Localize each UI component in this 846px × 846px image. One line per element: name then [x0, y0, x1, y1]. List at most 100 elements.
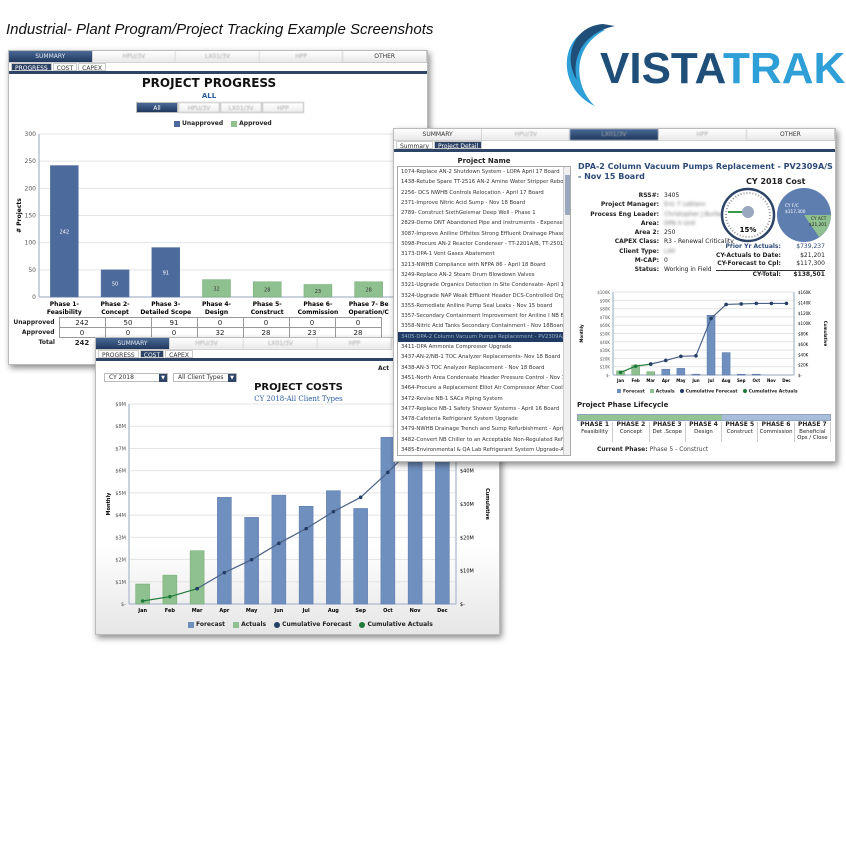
project-list-item[interactable]: 2829-Demo DNT Abandoned Pipe and Instrum… [401, 220, 570, 227]
filter-hpu[interactable]: HPU/3V [178, 102, 220, 113]
tab-lx01[interactable]: LX01/3V [570, 129, 659, 140]
field-label: Project Manager: [600, 201, 659, 209]
scrollbar[interactable] [563, 167, 570, 455]
top-tabs: SUMMARY HPU/3V LX01/3V HPP OTHER [9, 51, 427, 63]
project-list-item[interactable]: 3405-DPA-2 Column Vacuum Pumps Replaceme… [398, 331, 570, 343]
project-list-item[interactable]: 3321-Upgrade Organics Detection in Site … [401, 282, 570, 289]
table-cell: 32 [196, 327, 244, 338]
lifecycle-progress-fill [578, 415, 722, 420]
bar-forecast [691, 373, 701, 376]
year-select[interactable]: CY 2018 ▼ [104, 373, 168, 382]
y-tick-label: $7M [115, 446, 126, 452]
field-value: DPA II Unit [664, 219, 696, 227]
bar-approved [202, 279, 231, 298]
field-value: LXII [664, 247, 675, 255]
project-list[interactable]: 1074-Replace AN-2 Shutdown System - LOPA… [397, 166, 571, 456]
project-list-item[interactable]: 3479-NWHB Drainage Trench and Sump Refur… [401, 426, 570, 433]
point-cumulative-forecast [694, 354, 698, 358]
point-cumulative-forecast [739, 302, 744, 306]
x-tick-label: Phase 7- Be [349, 301, 389, 308]
project-detail-panel: SUMMARY HPU/3V LX01/3V HPP OTHER Summary… [393, 128, 836, 462]
project-list-item[interactable]: 1074-Replace AN-2 Shutdown System - LOPA… [401, 169, 560, 175]
tab-hpp[interactable]: HPP [318, 338, 392, 349]
phase-item: PHASE 4 Design [686, 421, 723, 442]
project-list-item[interactable]: 2371-Improve Nitric Acid Sump - Nov 18 B… [401, 199, 526, 206]
project-list-item[interactable]: 3411-DPA Ammonia Compressor Upgrade [401, 344, 512, 351]
project-list-item[interactable]: 3477-Replace NB-1 Safety Shower Systems … [401, 405, 560, 412]
y2-tick-label: $120K [798, 311, 811, 316]
filter-lx01[interactable]: LX01/3V [220, 102, 262, 113]
phase-item: PHASE 2 Concept [613, 421, 650, 442]
filter-all[interactable]: All [136, 102, 178, 113]
y-tick-label: $- [121, 602, 126, 608]
project-list-item[interactable]: 3438-AN-3 TOC Analyzer Replacement - Nov… [401, 364, 545, 371]
table-cell: 242 [58, 317, 106, 328]
tab-summary[interactable]: SUMMARY [9, 51, 93, 62]
tab-other[interactable]: OTHER [343, 51, 427, 62]
project-list-item[interactable]: 3464-Procure a Replacement Elliot Air Co… [401, 385, 570, 392]
row-label: Unapproved [13, 319, 55, 326]
x-tick-label: Dec [782, 378, 791, 383]
project-list-item[interactable]: 3485-Environmental & QA Lab Refrigerant … [401, 447, 570, 454]
subtab-progress[interactable]: PROGRESS [98, 350, 139, 359]
cost-summary: Prior Yr Actuals: $739,237 CY-Actuals to D… [716, 243, 825, 279]
client-type-select[interactable]: All Client Types ▼ [173, 373, 237, 382]
point-cumulative-forecast [724, 302, 728, 307]
subtab-cost[interactable]: COST [52, 63, 78, 72]
project-list-item[interactable]: 3482-Convert NB Chiller to an Acceptable… [401, 436, 570, 443]
legend-actuals: Actuals [649, 389, 675, 395]
project-list-item[interactable]: 3357-Secondary Containment Improvement f… [401, 313, 570, 320]
subtab-project-detail[interactable]: Project Detail [434, 141, 483, 150]
project-list-item[interactable]: 3437-AN-2/NB-1 TOC Analyzer Replacements… [401, 354, 561, 361]
row-label: Total [38, 339, 55, 346]
subtab-cost[interactable]: COST [139, 350, 165, 359]
field-label: CAPEX Class: [614, 238, 659, 246]
phase-item: PHASE 1 Feasibility [577, 421, 614, 442]
subtab-progress[interactable]: PROGRESS [11, 63, 52, 72]
x-tick-label: Phase 6- [303, 301, 333, 308]
tab-hpu[interactable]: HPU/3V [482, 129, 571, 140]
lifecycle-title: Project Phase Lifecycle [577, 401, 669, 409]
x-tick-label: Nov [410, 608, 422, 614]
point-cumulative-forecast [331, 509, 336, 514]
project-list-item[interactable]: 3324-Upgrade NAP Weak Effluent Header DC… [401, 292, 570, 299]
project-list-item[interactable]: 3472-Revise NB-1 SACs Piping System [401, 395, 503, 402]
bar-approved [354, 281, 383, 298]
y-tick-label: $30K [600, 348, 611, 353]
y-tick-label: $5M [115, 491, 126, 497]
tab-summary[interactable]: SUMMARY [96, 338, 170, 349]
tab-summary[interactable]: SUMMARY [394, 129, 483, 140]
project-list-item[interactable]: 2256- DCS NWHB Controls Relocation - Apr… [401, 189, 544, 196]
project-list-item[interactable]: 3355-Remediate Aniline Pump Seal Leaks -… [401, 302, 553, 309]
tab-hpu[interactable]: HPU/3V [170, 338, 244, 349]
project-list-item[interactable]: 3087-Improve Aniline Offsites Strong Eff… [401, 230, 570, 237]
tab-lx01[interactable]: LX01/3V [176, 51, 260, 62]
filter-buttons: All HPU/3V LX01/3V HPP [136, 102, 304, 113]
project-list-item[interactable]: 1438-Retube Spare TT-2516 AN-2 Amine Wat… [401, 179, 570, 186]
tab-hpp[interactable]: HPP [658, 129, 747, 140]
bar-value-label: 91 [163, 270, 169, 276]
bar-value-label: 50 [112, 281, 118, 287]
tab-other[interactable]: OTHER [746, 129, 835, 140]
tab-hpu[interactable]: HPU/3V [92, 51, 177, 62]
bar-actuals [189, 550, 205, 605]
project-list-item[interactable]: 3358-Nitric Acid Tanks Secondary Contain… [401, 323, 570, 330]
scrollbar-thumb[interactable] [565, 175, 570, 215]
y2-tick-label: $- [798, 373, 803, 378]
project-list-item[interactable]: 3249-Replace AN-2 Steam Drum Blowdown Va… [401, 271, 535, 278]
project-list-item[interactable]: 3173-DPA-1 Vent Gases Abatement [401, 251, 495, 258]
project-list-item[interactable]: 3451-North Area Condensate Header Pressu… [401, 374, 570, 381]
project-list-item[interactable]: 3478-Cafeteria Refrigerant System Upgrad… [401, 416, 518, 423]
project-list-item[interactable]: 2789- Construct SixthGeismar Deep Well -… [401, 210, 536, 217]
y2-axis-label: Cumulative [823, 321, 828, 347]
project-list-item[interactable]: 3098-Procure AN-2 Reactor Condenser - TT… [401, 241, 570, 248]
filter-hpp[interactable]: HPP [262, 102, 304, 113]
project-list-item[interactable]: 3213-NWHB Compliance with NFPA 86 - Apri… [401, 261, 546, 268]
subtab-summary[interactable]: Summary [396, 141, 433, 150]
tab-lx01[interactable]: LX01/3V [244, 338, 318, 349]
subtab-capex[interactable]: CAPEX [78, 63, 106, 72]
tab-hpp[interactable]: HPP [259, 51, 344, 62]
subtab-capex[interactable]: CAPEX [165, 350, 193, 359]
phase-item: PHASE 6 Commission [758, 421, 795, 442]
subtabs: PROGRESS COST CAPEX [96, 350, 499, 361]
